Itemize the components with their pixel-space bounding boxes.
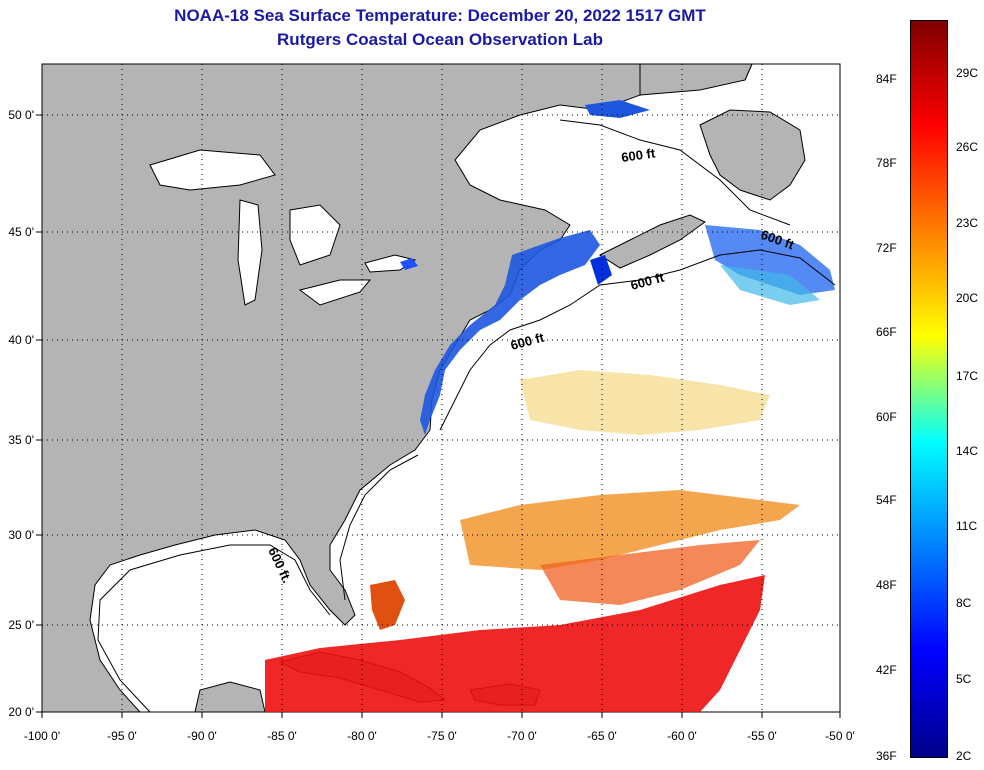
- mid-atlantic-warm-sst: [520, 370, 770, 435]
- contour-600ft-gulf-stlawrence: [559, 119, 791, 226]
- celsius-label: 14C: [956, 444, 979, 458]
- lake-ontario-sst: [400, 258, 418, 270]
- lon-tick-label: -85 0': [267, 729, 297, 743]
- lat-tick-label: 25 0': [8, 618, 34, 632]
- subtropical-orange-sst: [460, 490, 800, 570]
- celsius-label: 17C: [956, 369, 979, 383]
- florida-keys-sst: [370, 580, 405, 630]
- north-america-land: [41, 63, 753, 713]
- lon-tick-label: -100 0': [24, 729, 60, 743]
- lat-tick-label: 30 0': [8, 528, 34, 542]
- lon-tick-label: -80 0': [347, 729, 377, 743]
- yucatan-land: [194, 681, 266, 713]
- newfoundland-land: [699, 109, 806, 201]
- bathymetry-contours: [97, 119, 836, 713]
- sst-data: [265, 100, 835, 712]
- lat-tick-label: 20 0': [8, 705, 34, 719]
- contour-label-stlawrence: 600 ft: [620, 145, 656, 165]
- labrador-land: [639, 63, 753, 96]
- fahrenheit-label: 60F: [876, 410, 897, 424]
- celsius-label: 20C: [956, 291, 979, 305]
- great-lakes: [149, 149, 418, 306]
- lake-superior: [149, 149, 276, 191]
- lat-tick-label: 40 0': [8, 333, 34, 347]
- contour-600ft-southeast: [339, 454, 419, 601]
- fahrenheit-label: 78F: [876, 156, 897, 170]
- lat-tick-label: 45 0': [8, 225, 34, 239]
- graticule: [42, 64, 840, 712]
- caribbean-hot-sst: [265, 575, 765, 712]
- fahrenheit-label: 84F: [876, 72, 897, 86]
- nova-scotia-land: [598, 214, 706, 269]
- lat-tick-label: 35 0': [8, 433, 34, 447]
- latitude-tick-labels: 50 0' 45 0' 40 0' 35 0' 30 0' 25 0' 20 0': [8, 108, 42, 719]
- celsius-label: 8C: [956, 596, 972, 610]
- celsius-label: 23C: [956, 216, 979, 230]
- lon-tick-label: -65 0': [587, 729, 617, 743]
- cool-offshore-sst: [720, 265, 820, 305]
- lon-tick-label: -60 0': [667, 729, 697, 743]
- lon-tick-label: -95 0': [107, 729, 137, 743]
- lon-tick-label: -90 0': [187, 729, 217, 743]
- subtropical-red-orange-sst: [540, 540, 760, 605]
- map-subtitle: Rutgers Coastal Ocean Observation Lab: [277, 30, 603, 49]
- longitude-tick-labels: -100 0' -95 0' -90 0' -85 0' -80 0' -75 0' -70…: [24, 712, 855, 743]
- celsius-label: 5C: [956, 672, 972, 686]
- lake-michigan: [237, 199, 263, 306]
- lon-tick-label: -75 0': [427, 729, 457, 743]
- lon-tick-label: -55 0': [747, 729, 777, 743]
- temperature-colorbar: [910, 20, 948, 758]
- fahrenheit-label: 36F: [876, 749, 897, 763]
- contour-600ft-gulf: [97, 544, 331, 713]
- gulf-of-maine-sst: [590, 255, 612, 285]
- lake-huron: [289, 204, 341, 266]
- celsius-label: 26C: [956, 140, 979, 154]
- map-title: NOAA-18 Sea Surface Temperature: Decembe…: [174, 6, 706, 25]
- cold-scotian-sst: [705, 225, 835, 295]
- fahrenheit-label: 48F: [876, 578, 897, 592]
- cold-coastal-sst: [420, 230, 600, 435]
- contour-600ft-shelf: [439, 249, 836, 431]
- celsius-label: 11C: [956, 519, 978, 533]
- cold-labrador-sst: [585, 100, 650, 118]
- celsius-label: 2C: [956, 749, 972, 763]
- fahrenheit-label: 66F: [876, 325, 897, 339]
- fahrenheit-label: 42F: [876, 663, 897, 677]
- fahrenheit-label: 54F: [876, 493, 897, 507]
- lon-tick-label: -70 0': [507, 729, 537, 743]
- fahrenheit-label: 72F: [876, 241, 897, 255]
- celsius-label: 29C: [956, 66, 979, 80]
- lat-tick-label: 50 0': [8, 108, 34, 122]
- lon-tick-label: -50 0': [825, 729, 855, 743]
- lake-erie: [298, 279, 372, 306]
